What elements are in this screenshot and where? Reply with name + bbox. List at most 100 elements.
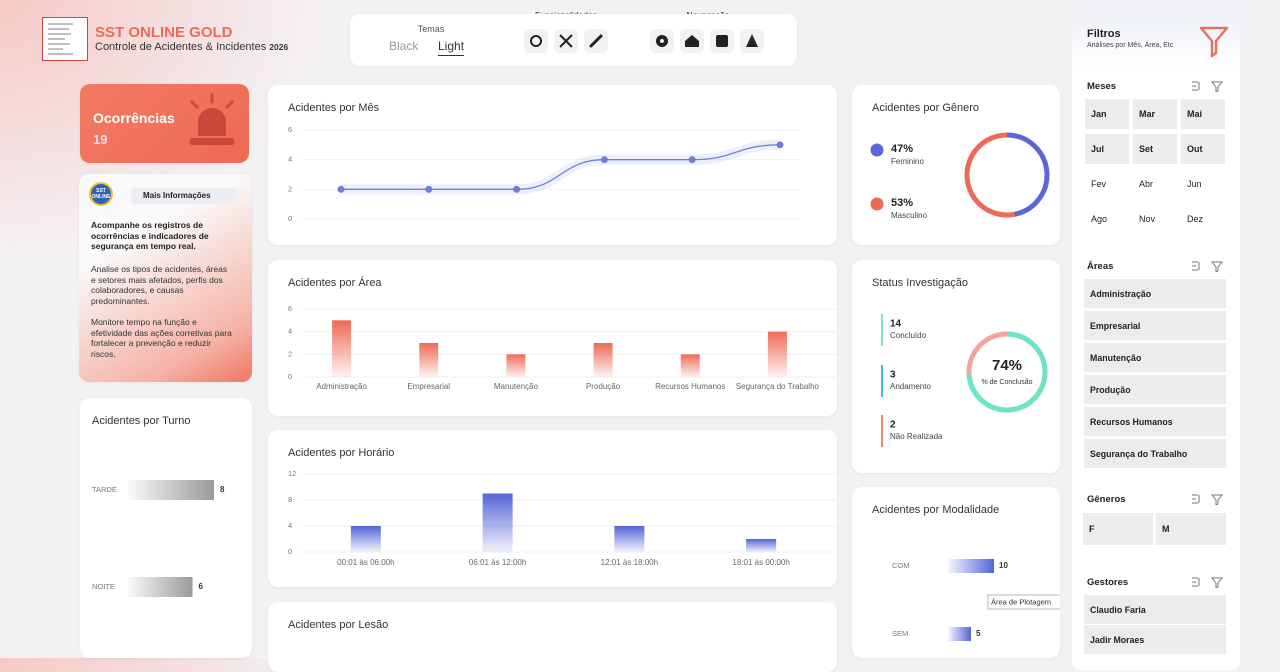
filter-icons — [1192, 494, 1224, 505]
tooltip-box — [987, 594, 1060, 610]
x-tick-label: Empresarial — [407, 382, 451, 391]
y-tick-label: 6 — [288, 125, 292, 134]
x-tick-label: 18:01 às 00:00h — [732, 558, 790, 567]
gauge-caption: % de Conclusão — [982, 379, 1033, 386]
bar — [482, 493, 513, 552]
x-tick-label: Manutenção — [493, 382, 538, 391]
y-tick-label: 4 — [288, 155, 292, 164]
filters-subtitle: Análises por Mês, Área, Etc — [1087, 42, 1174, 49]
refresh-button[interactable] — [524, 29, 548, 53]
filter-icons — [1192, 577, 1224, 588]
filter-item[interactable]: Set — [1133, 134, 1177, 164]
filter-icons — [1192, 81, 1224, 92]
filter-item[interactable]: Jul — [1085, 134, 1129, 164]
home-button[interactable] — [680, 29, 704, 53]
info-card: SST ONLINE Mais Informações Acompanhe os… — [79, 174, 252, 382]
chart-panel: Acidentes por Área 0 2 4 6 Administração Empre… — [268, 260, 837, 416]
point — [513, 185, 521, 193]
bar — [948, 627, 971, 641]
bar — [506, 354, 526, 377]
filter-item[interactable]: Segurança do Trabalho — [1084, 439, 1226, 468]
icon — [656, 35, 668, 47]
line — [340, 144, 781, 190]
icon — [685, 35, 699, 47]
lesion-panel: Acidentes por Lesão — [268, 602, 837, 672]
y-tick-label: 4 — [288, 521, 292, 530]
more-info-button[interactable]: Mais Informações — [131, 188, 237, 204]
status-value: 14 — [890, 319, 902, 330]
filter-item[interactable]: Administração — [1084, 279, 1226, 308]
filter-item[interactable]: M — [1156, 513, 1226, 545]
link-button[interactable] — [584, 29, 608, 53]
status-value: 3 — [890, 370, 896, 381]
edit-button[interactable] — [710, 29, 734, 53]
theme-light[interactable]: Light — [438, 39, 465, 56]
filter-item[interactable]: Recursos Humanos — [1084, 407, 1226, 436]
x-tick-label: 06:01 às 12:00h — [468, 558, 527, 567]
bar — [948, 559, 994, 573]
value-label: 47% — [891, 143, 913, 155]
clear-filter-icon — [1210, 261, 1224, 272]
chart-panel: Acidentes por Horário 0 4 8 12 00:01 às 06:00… — [268, 430, 837, 587]
value-label: 10 — [999, 561, 1008, 570]
filter-item[interactable]: Nov — [1139, 214, 1156, 224]
y-tick-label: 2 — [288, 184, 292, 193]
app-subtitle: Controle de Acidentes & Incidentes 2026 — [95, 41, 288, 53]
cone-button[interactable] — [740, 29, 764, 53]
category-label: SEM — [892, 629, 908, 638]
settings-button[interactable] — [650, 29, 674, 53]
themes-label: Temas — [417, 24, 445, 34]
chart-panel: Acidentes por Modalidade COM 10 SEM 5 Área de… — [852, 487, 1060, 658]
chart-title: Acidentes por Mês — [288, 102, 380, 114]
y-tick-label: 12 — [288, 469, 296, 478]
kpi-label: Ocorrências — [93, 110, 175, 126]
filter-item[interactable]: Dez — [1187, 214, 1204, 224]
clear-filter-icon — [1210, 81, 1224, 92]
year: 2026 — [269, 42, 289, 52]
y-tick-label: 2 — [288, 349, 292, 358]
toolbar: Temas Black Light — [350, 14, 797, 66]
info-lead: Acompanhe os registros de ocorrências e … — [91, 220, 209, 251]
filter-item[interactable]: Ago — [1091, 214, 1108, 224]
filter-item[interactable]: Jun — [1187, 179, 1202, 189]
value-label: 53% — [891, 197, 913, 209]
point — [600, 156, 608, 164]
filter-item[interactable]: Produção — [1084, 375, 1226, 404]
filter-item[interactable]: Empresarial — [1084, 311, 1226, 340]
value-label: 8 — [220, 485, 225, 494]
donut-segment — [964, 132, 1015, 218]
point — [425, 185, 433, 193]
filter-item[interactable]: Abr — [1139, 179, 1154, 189]
filter-item[interactable]: Fev — [1091, 179, 1107, 189]
funnel-icon — [1199, 26, 1229, 58]
y-tick-label: 6 — [288, 304, 292, 313]
category-label: TARDE — [92, 485, 117, 494]
category-label: NOITE — [92, 582, 115, 591]
chart-panel: Status Investigação 14 Concluído 3 Andamento… — [852, 260, 1060, 473]
logo-lines — [48, 23, 73, 55]
filter-item[interactable]: Manutenção — [1084, 343, 1226, 372]
fullscreen-button[interactable] — [554, 29, 578, 53]
bar — [767, 331, 787, 377]
y-tick-label: 0 — [288, 547, 292, 556]
chart: Acidentes por Mês 0 2 4 6 — [288, 102, 800, 223]
app-title: SST ONLINE GOLD — [95, 24, 233, 41]
gauge-arc — [966, 331, 1048, 413]
category-label: COM — [892, 561, 910, 570]
filter-icons — [1192, 261, 1224, 272]
filter-group-title: Meses — [1087, 81, 1117, 92]
filter-item[interactable]: Jan — [1085, 99, 1129, 129]
filter-item[interactable]: Mar — [1133, 99, 1177, 129]
filter-item[interactable]: F — [1083, 513, 1153, 545]
donut-segment — [1006, 132, 1050, 217]
chart: Acidentes por Turno TARDE 8 NOITE 6 — [92, 415, 225, 597]
chart-panel: Acidentes por Gênero 47% Feminino 53% Mascul… — [852, 85, 1060, 245]
theme-black[interactable]: Black — [389, 39, 419, 53]
icon — [716, 35, 728, 47]
icon — [589, 34, 603, 48]
filter-item[interactable]: Mai — [1181, 99, 1225, 129]
icon — [530, 35, 542, 47]
filter-item[interactable]: Jadir Moraes — [1084, 625, 1226, 654]
filter-item[interactable]: Claudio Faria — [1084, 595, 1226, 624]
filter-item[interactable]: Out — [1181, 134, 1225, 164]
